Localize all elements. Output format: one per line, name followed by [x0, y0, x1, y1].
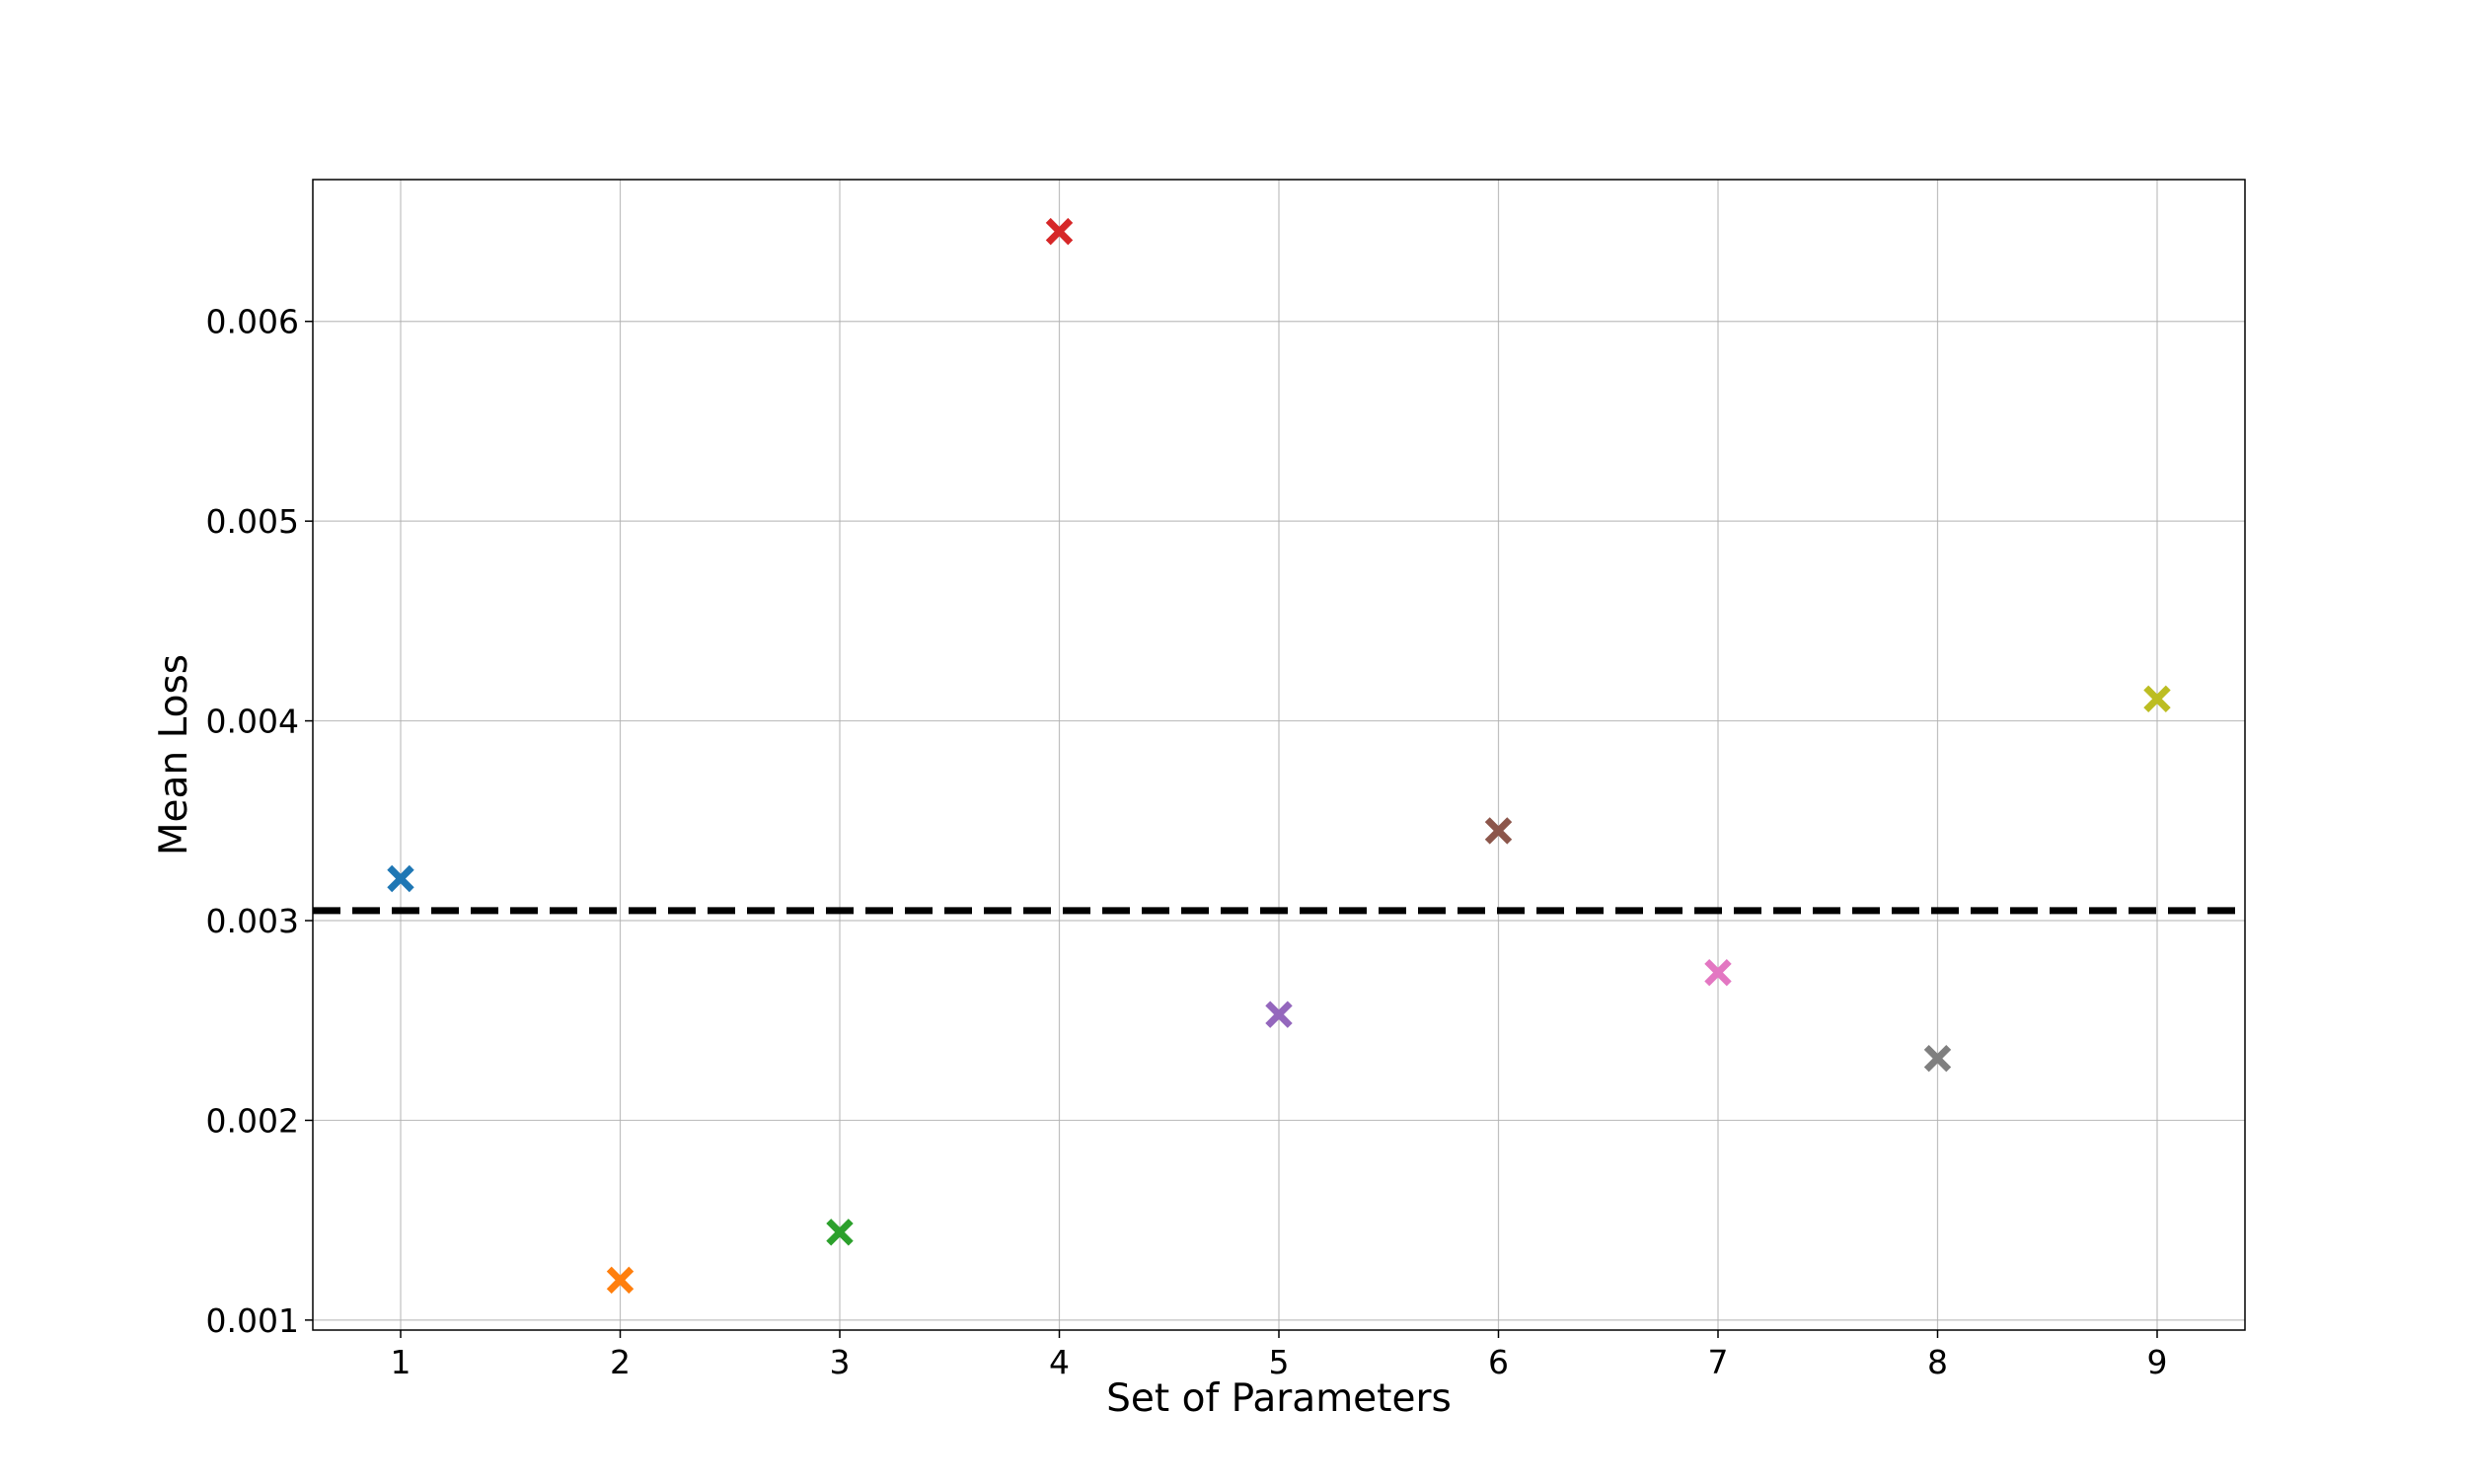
y-axis-label: Mean Loss — [152, 654, 196, 855]
y-tick-label: 0.001 — [206, 1301, 299, 1340]
data-point-8 — [1923, 1044, 1952, 1073]
x-tick-label: 1 — [391, 1343, 411, 1381]
x-tick-label: 8 — [1927, 1343, 1948, 1381]
data-points — [387, 217, 2171, 1295]
axis-ticks: 1 2 3 4 5 6 7 8 9 0.001 0.002 0.003 0.004 0.005 0.006 — [206, 303, 2168, 1381]
data-point-9 — [2143, 685, 2171, 713]
y-tick-label: 0.006 — [206, 303, 299, 341]
y-tick-label: 0.003 — [206, 902, 299, 940]
x-tick-label: 4 — [1049, 1343, 1070, 1381]
y-tick-label: 0.002 — [206, 1101, 299, 1140]
x-tick-label: 6 — [1488, 1343, 1509, 1381]
y-tick-label: 0.005 — [206, 502, 299, 541]
x-tick-label: 5 — [1269, 1343, 1290, 1381]
data-point-4 — [1045, 217, 1074, 246]
x-tick-label: 2 — [610, 1343, 631, 1381]
data-point-3 — [826, 1219, 854, 1246]
grid-lines — [313, 180, 2245, 1330]
x-tick-label: 7 — [1708, 1343, 1729, 1381]
data-point-5 — [1265, 1001, 1293, 1028]
data-point-2 — [606, 1266, 635, 1295]
y-tick-label: 0.004 — [206, 703, 299, 741]
data-point-1 — [387, 864, 414, 893]
x-tick-label: 3 — [830, 1343, 851, 1381]
data-point-6 — [1484, 817, 1513, 845]
data-point-7 — [1704, 958, 1732, 987]
x-axis-label: Set of Parameters — [1106, 1376, 1452, 1421]
x-tick-label: 9 — [2147, 1343, 2168, 1381]
